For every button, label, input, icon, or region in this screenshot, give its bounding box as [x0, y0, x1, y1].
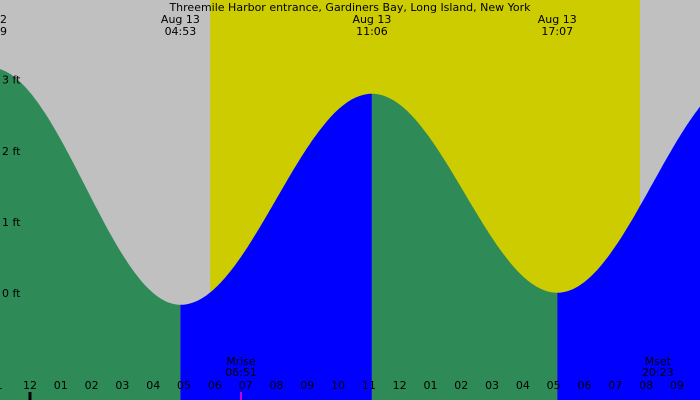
x-tick-label: 08: [639, 379, 653, 392]
y-tick-label: 0 ft: [2, 287, 21, 300]
moon-time: 20:23: [642, 366, 674, 379]
x-tick-label: 01: [54, 379, 68, 392]
x-tick-label: 08: [269, 379, 283, 392]
event-time: 9: [0, 25, 7, 38]
x-tick-label: 02: [85, 379, 99, 392]
x-tick-label: 11: [362, 379, 376, 392]
moon-label: Mrise: [226, 355, 256, 368]
x-tick-label: 09: [670, 379, 684, 392]
event-date: 2: [0, 13, 7, 26]
x-tick-label: 1: [0, 379, 3, 392]
x-tick-label: 12: [23, 379, 37, 392]
moon-label: Mset: [645, 355, 672, 368]
event-time: 04:53: [165, 25, 197, 38]
event-date: Aug 13: [538, 13, 577, 26]
x-tick-label: 07: [608, 379, 622, 392]
x-tick-label: 06: [208, 379, 222, 392]
x-tick-label: 10: [331, 379, 345, 392]
event-time: 11:06: [356, 25, 388, 38]
x-tick-label: 12: [393, 379, 407, 392]
x-tick-label: 05: [177, 379, 191, 392]
x-tick-label: 09: [300, 379, 314, 392]
x-tick-label: 07: [239, 379, 253, 392]
x-tick-label: 01: [423, 379, 437, 392]
falling-tide: [371, 93, 558, 400]
x-tick-label: 05: [547, 379, 561, 392]
event-date: Aug 13: [352, 13, 391, 26]
rising-tide: [180, 93, 372, 400]
event-date: Aug 13: [161, 13, 200, 26]
x-tick-label: 04: [516, 379, 530, 392]
y-tick-label: 3 ft: [2, 74, 21, 87]
x-tick-label: 02: [454, 379, 468, 392]
event-time: 17:07: [541, 25, 573, 38]
moon-time: 06:51: [225, 366, 257, 379]
x-tick-label: 03: [115, 379, 129, 392]
chart-title: Threemile Harbor entrance, Gardiners Bay…: [168, 1, 531, 14]
y-tick-label: 1 ft: [2, 216, 21, 229]
y-tick-label: 2 ft: [2, 145, 21, 158]
rising-tide: [557, 106, 700, 400]
falling-tide: [0, 69, 181, 400]
x-tick-label: 04: [146, 379, 160, 392]
x-tick-label: 03: [485, 379, 499, 392]
x-tick-label: 06: [577, 379, 591, 392]
